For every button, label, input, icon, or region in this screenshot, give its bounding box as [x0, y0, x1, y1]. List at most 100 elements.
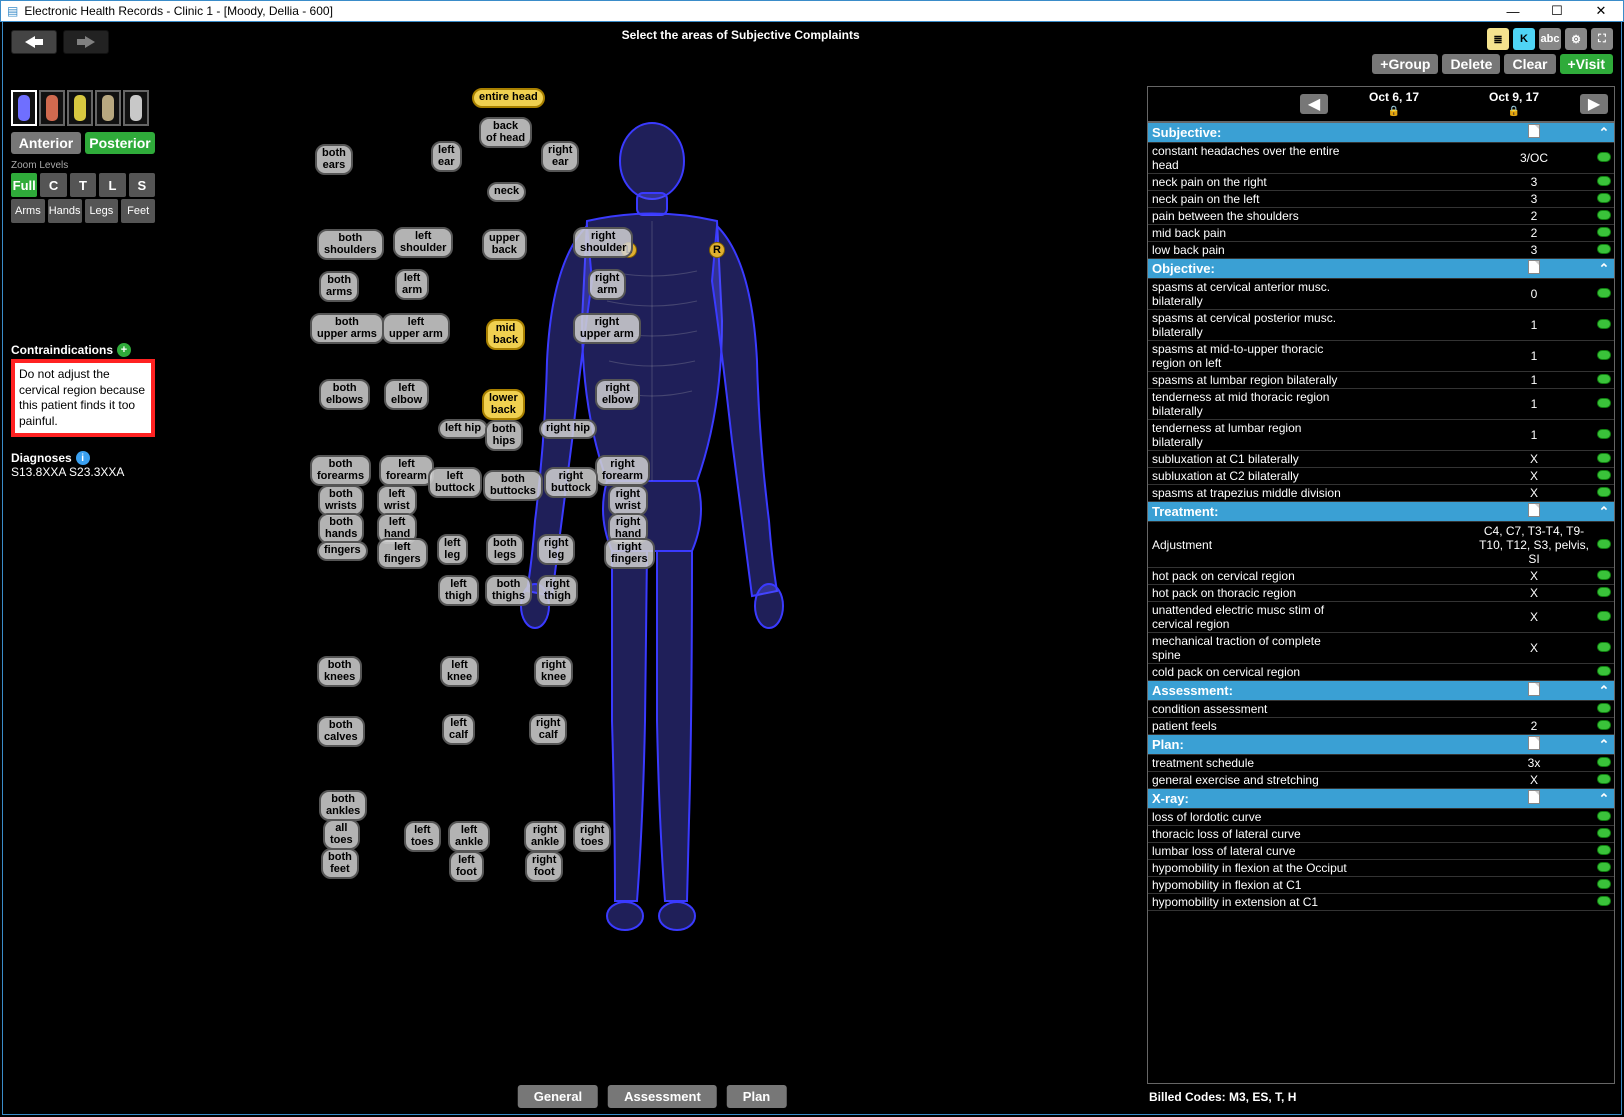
- zoom-arms[interactable]: Arms: [11, 199, 45, 223]
- region-both-ankles[interactable]: both ankles: [319, 790, 367, 821]
- region-left-toes[interactable]: left toes: [404, 821, 441, 852]
- region-both-feet[interactable]: both feet: [321, 848, 359, 879]
- region-right-forearm[interactable]: right forearm: [595, 455, 650, 486]
- section-assessment[interactable]: Assessment:⌃: [1148, 681, 1614, 701]
- status-icon[interactable]: [1597, 487, 1611, 497]
- status-icon[interactable]: [1597, 720, 1611, 730]
- region-left-ear[interactable]: left ear: [431, 141, 462, 172]
- status-icon[interactable]: [1597, 398, 1611, 408]
- status-icon[interactable]: [1597, 879, 1611, 889]
- region-left-foot[interactable]: left foot: [449, 851, 484, 882]
- table-row[interactable]: subluxation at C1 bilaterallyX: [1148, 451, 1614, 468]
- table-row[interactable]: general exercise and stretchingX: [1148, 772, 1614, 789]
- table-row[interactable]: cold pack on cervical region: [1148, 664, 1614, 681]
- section-treatment[interactable]: Treatment:⌃: [1148, 502, 1614, 522]
- region-right-buttock[interactable]: right buttock: [544, 467, 598, 498]
- table-row[interactable]: pain between the shoulders2: [1148, 208, 1614, 225]
- table-row[interactable]: lumbar loss of lateral curve: [1148, 843, 1614, 860]
- skeleton-icon[interactable]: K: [1513, 28, 1535, 50]
- status-icon[interactable]: [1597, 539, 1611, 549]
- region-all-toes[interactable]: all toes: [323, 819, 360, 850]
- table-row[interactable]: AdjustmentC4, C7, T3-T4, T9-T10, T12, S3…: [1148, 522, 1614, 568]
- status-icon[interactable]: [1597, 757, 1611, 767]
- region-right-elbow[interactable]: right elbow: [595, 379, 640, 410]
- notes-icon[interactable]: [1528, 736, 1540, 750]
- next-date-button[interactable]: ▶: [1580, 94, 1608, 114]
- region-right-fingers[interactable]: right fingers: [604, 538, 655, 569]
- collapse-icon[interactable]: ⌃: [1594, 683, 1614, 699]
- close-button[interactable]: ✕: [1579, 1, 1623, 21]
- body-thumb-2[interactable]: [67, 90, 93, 126]
- table-row[interactable]: neck pain on the left3: [1148, 191, 1614, 208]
- table-row[interactable]: treatment schedule3x: [1148, 755, 1614, 772]
- notes-icon[interactable]: [1528, 682, 1540, 696]
- region-back-of-head[interactable]: back of head: [479, 117, 532, 148]
- prev-date-button[interactable]: ◀: [1300, 94, 1328, 114]
- region-right-thigh[interactable]: right thigh: [537, 575, 578, 606]
- region-right-toes[interactable]: right toes: [573, 821, 611, 852]
- table-row[interactable]: hypomobility in flexion at C1: [1148, 877, 1614, 894]
- add-contra-button[interactable]: +: [117, 343, 131, 357]
- delete-button[interactable]: Delete: [1442, 54, 1500, 74]
- diag-info-icon[interactable]: i: [76, 451, 90, 465]
- notes-icon[interactable]: [1528, 260, 1540, 274]
- region-right-wrist[interactable]: right wrist: [608, 485, 648, 516]
- status-icon[interactable]: [1597, 210, 1611, 220]
- region-left-fingers[interactable]: left fingers: [377, 538, 428, 569]
- zoom-legs[interactable]: Legs: [85, 199, 119, 223]
- status-icon[interactable]: [1597, 587, 1611, 597]
- tab-plan[interactable]: Plan: [727, 1085, 786, 1108]
- region-right-foot[interactable]: right foot: [525, 851, 563, 882]
- add-visit-button[interactable]: +Visit: [1560, 54, 1614, 74]
- table-row[interactable]: thoracic loss of lateral curve: [1148, 826, 1614, 843]
- region-right-calf[interactable]: right calf: [529, 714, 567, 745]
- status-icon[interactable]: [1597, 774, 1611, 784]
- region-left-ankle[interactable]: left ankle: [448, 821, 490, 852]
- nav-forward-button[interactable]: [63, 30, 109, 54]
- zoom-full[interactable]: Full: [11, 173, 37, 197]
- region-right-ear[interactable]: right ear: [541, 141, 579, 172]
- status-icon[interactable]: [1597, 570, 1611, 580]
- region-right-knee[interactable]: right knee: [534, 656, 573, 687]
- notes-icon[interactable]: ≣: [1487, 28, 1509, 50]
- region-upper-back[interactable]: upper back: [482, 229, 527, 260]
- status-icon[interactable]: [1597, 193, 1611, 203]
- status-icon[interactable]: [1597, 176, 1611, 186]
- region-left-forearm[interactable]: left forearm: [379, 455, 434, 486]
- region-right-ankle[interactable]: right ankle: [524, 821, 566, 852]
- zoom-l[interactable]: L: [99, 173, 125, 197]
- region-left-hip[interactable]: left hip: [438, 419, 488, 439]
- region-left-wrist[interactable]: left wrist: [377, 485, 417, 516]
- zoom-s[interactable]: S: [129, 173, 155, 197]
- section-plan[interactable]: Plan:⌃: [1148, 735, 1614, 755]
- table-row[interactable]: constant headaches over the entire head3…: [1148, 143, 1614, 174]
- anterior-button[interactable]: Anterior: [11, 132, 81, 154]
- status-icon[interactable]: [1597, 288, 1611, 298]
- region-both-wrists[interactable]: both wrists: [318, 485, 364, 516]
- region-left-knee[interactable]: left knee: [440, 656, 479, 687]
- body-thumb-4[interactable]: [123, 90, 149, 126]
- region-right-upper-arm[interactable]: right upper arm: [573, 313, 641, 344]
- section-subjective[interactable]: Subjective:⌃: [1148, 123, 1614, 143]
- status-icon[interactable]: [1597, 350, 1611, 360]
- region-both-shoulders[interactable]: both shoulders: [317, 229, 384, 260]
- table-row[interactable]: mechanical traction of complete spineX: [1148, 633, 1614, 664]
- status-icon[interactable]: [1597, 666, 1611, 676]
- status-icon[interactable]: [1597, 470, 1611, 480]
- abc-icon[interactable]: abc: [1539, 28, 1561, 50]
- table-row[interactable]: tenderness at lumbar region bilaterally1: [1148, 420, 1614, 451]
- table-row[interactable]: spasms at cervical posterior musc. bilat…: [1148, 310, 1614, 341]
- date-col-1[interactable]: Oct 9, 17🔒: [1454, 91, 1574, 117]
- region-both-upper-arms[interactable]: both upper arms: [310, 313, 384, 344]
- region-both-elbows[interactable]: both elbows: [319, 379, 370, 410]
- add-group-button[interactable]: +Group: [1372, 54, 1438, 74]
- status-icon[interactable]: [1597, 845, 1611, 855]
- notes-icon[interactable]: [1528, 790, 1540, 804]
- table-row[interactable]: spasms at trapezius middle divisionX: [1148, 485, 1614, 502]
- notes-icon[interactable]: [1528, 124, 1540, 138]
- region-left-upper-arm[interactable]: left upper arm: [382, 313, 450, 344]
- region-left-shoulder[interactable]: left shoulder: [393, 227, 453, 258]
- status-icon[interactable]: [1597, 896, 1611, 906]
- region-right-shoulder[interactable]: right shoulder: [573, 227, 633, 258]
- notes-icon[interactable]: [1528, 503, 1540, 517]
